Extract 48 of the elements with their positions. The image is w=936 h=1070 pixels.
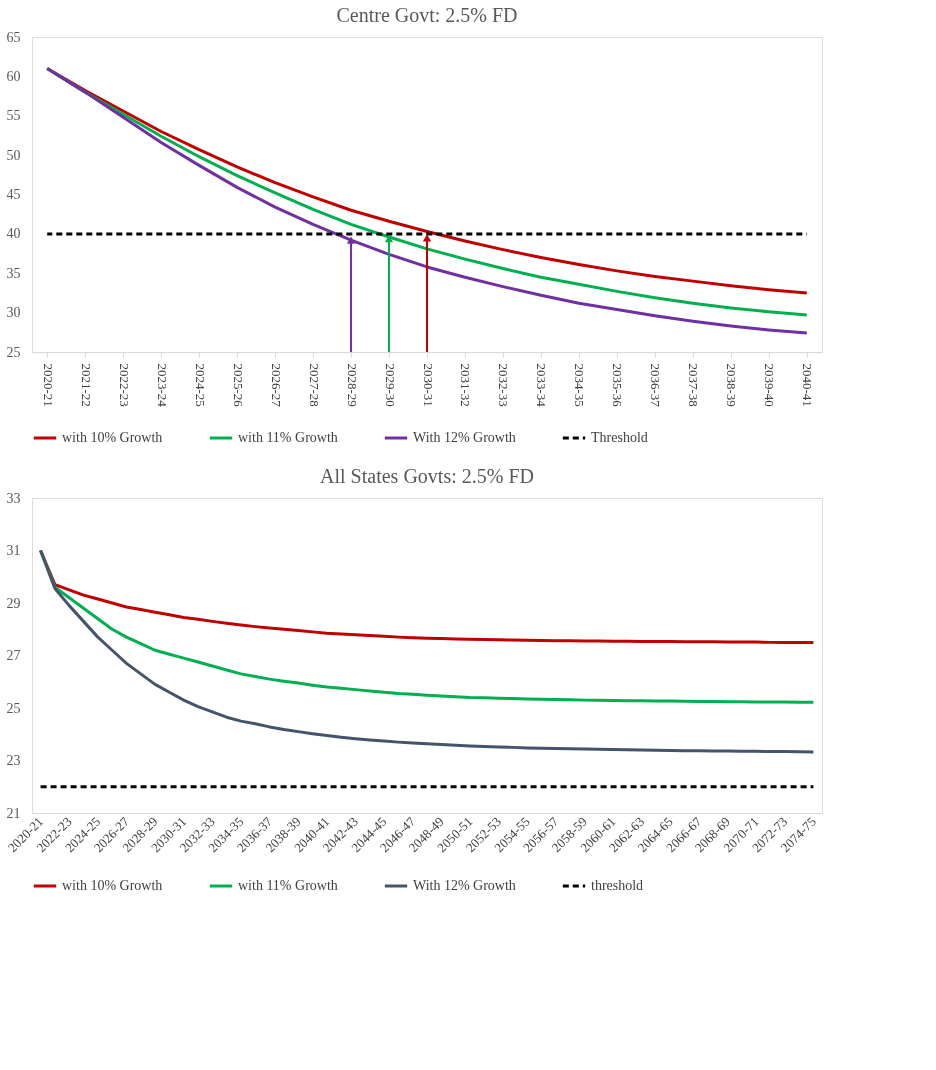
x-tick-label: 2031-32: [458, 363, 474, 407]
x-tick-label: 2022-23: [116, 363, 132, 407]
y-tick-label: 40: [6, 226, 21, 242]
x-tick-label: 2033-34: [534, 363, 550, 408]
legend-label: threshold: [591, 878, 644, 893]
x-tick-label: 2028-29: [344, 363, 360, 407]
x-tick-label: 2035-36: [610, 363, 626, 408]
chart-title: All States Govts: 2.5% FD: [320, 465, 534, 487]
x-tick-label: 2034-35: [572, 363, 588, 407]
chart-title: Centre Govt: 2.5% FD: [336, 4, 518, 26]
line-series: [39, 549, 815, 754]
legend-label: with 10% Growth: [62, 430, 163, 445]
x-tick-label: 2040-41: [800, 363, 816, 407]
y-tick-label: 45: [6, 187, 21, 202]
legend-label: with 10% Growth: [62, 878, 163, 893]
x-tick-label: 2039-40: [762, 363, 778, 407]
legend-label: Threshold: [591, 430, 648, 445]
x-tick-label: 2025-26: [230, 363, 246, 408]
y-tick-label: 33: [6, 490, 21, 506]
x-tick-label: 2023-24: [154, 363, 170, 408]
y-tick-label: 23: [6, 753, 21, 768]
legend-label: with 11% Growth: [238, 430, 338, 445]
y-tick-label: 30: [6, 305, 21, 321]
x-tick-label: 2038-39: [724, 363, 740, 407]
x-tick-label: 2037-38: [686, 363, 702, 407]
y-tick-label: 55: [6, 108, 21, 124]
y-tick-label: 27: [6, 648, 21, 663]
x-tick-label: 2020-21: [40, 363, 56, 407]
y-tick-label: 50: [6, 147, 21, 163]
y-tick-label: 60: [6, 68, 21, 84]
y-tick-label: 25: [6, 344, 21, 360]
x-tick-label: 2026-27: [268, 363, 284, 408]
y-tick-label: 25: [6, 700, 21, 716]
y-tick-label: 31: [6, 543, 21, 558]
y-tick-label: 21: [6, 805, 21, 821]
x-tick-label: 2032-33: [496, 363, 512, 407]
y-tick-label: 65: [6, 29, 21, 45]
legend-label: With 12% Growth: [413, 878, 516, 893]
legend-label: with 11% Growth: [238, 878, 338, 893]
y-tick-label: 29: [6, 595, 21, 611]
y-tick-label: 35: [6, 265, 21, 281]
x-tick-label: 2024-25: [192, 363, 208, 407]
x-tick-label: 2029-30: [382, 363, 398, 407]
x-tick-label: 2030-31: [420, 363, 436, 407]
x-tick-label: 2027-28: [306, 363, 322, 407]
x-tick-label: 2036-37: [648, 363, 664, 408]
legend-label: With 12% Growth: [413, 430, 516, 445]
x-tick-label: 2021-22: [78, 363, 94, 407]
